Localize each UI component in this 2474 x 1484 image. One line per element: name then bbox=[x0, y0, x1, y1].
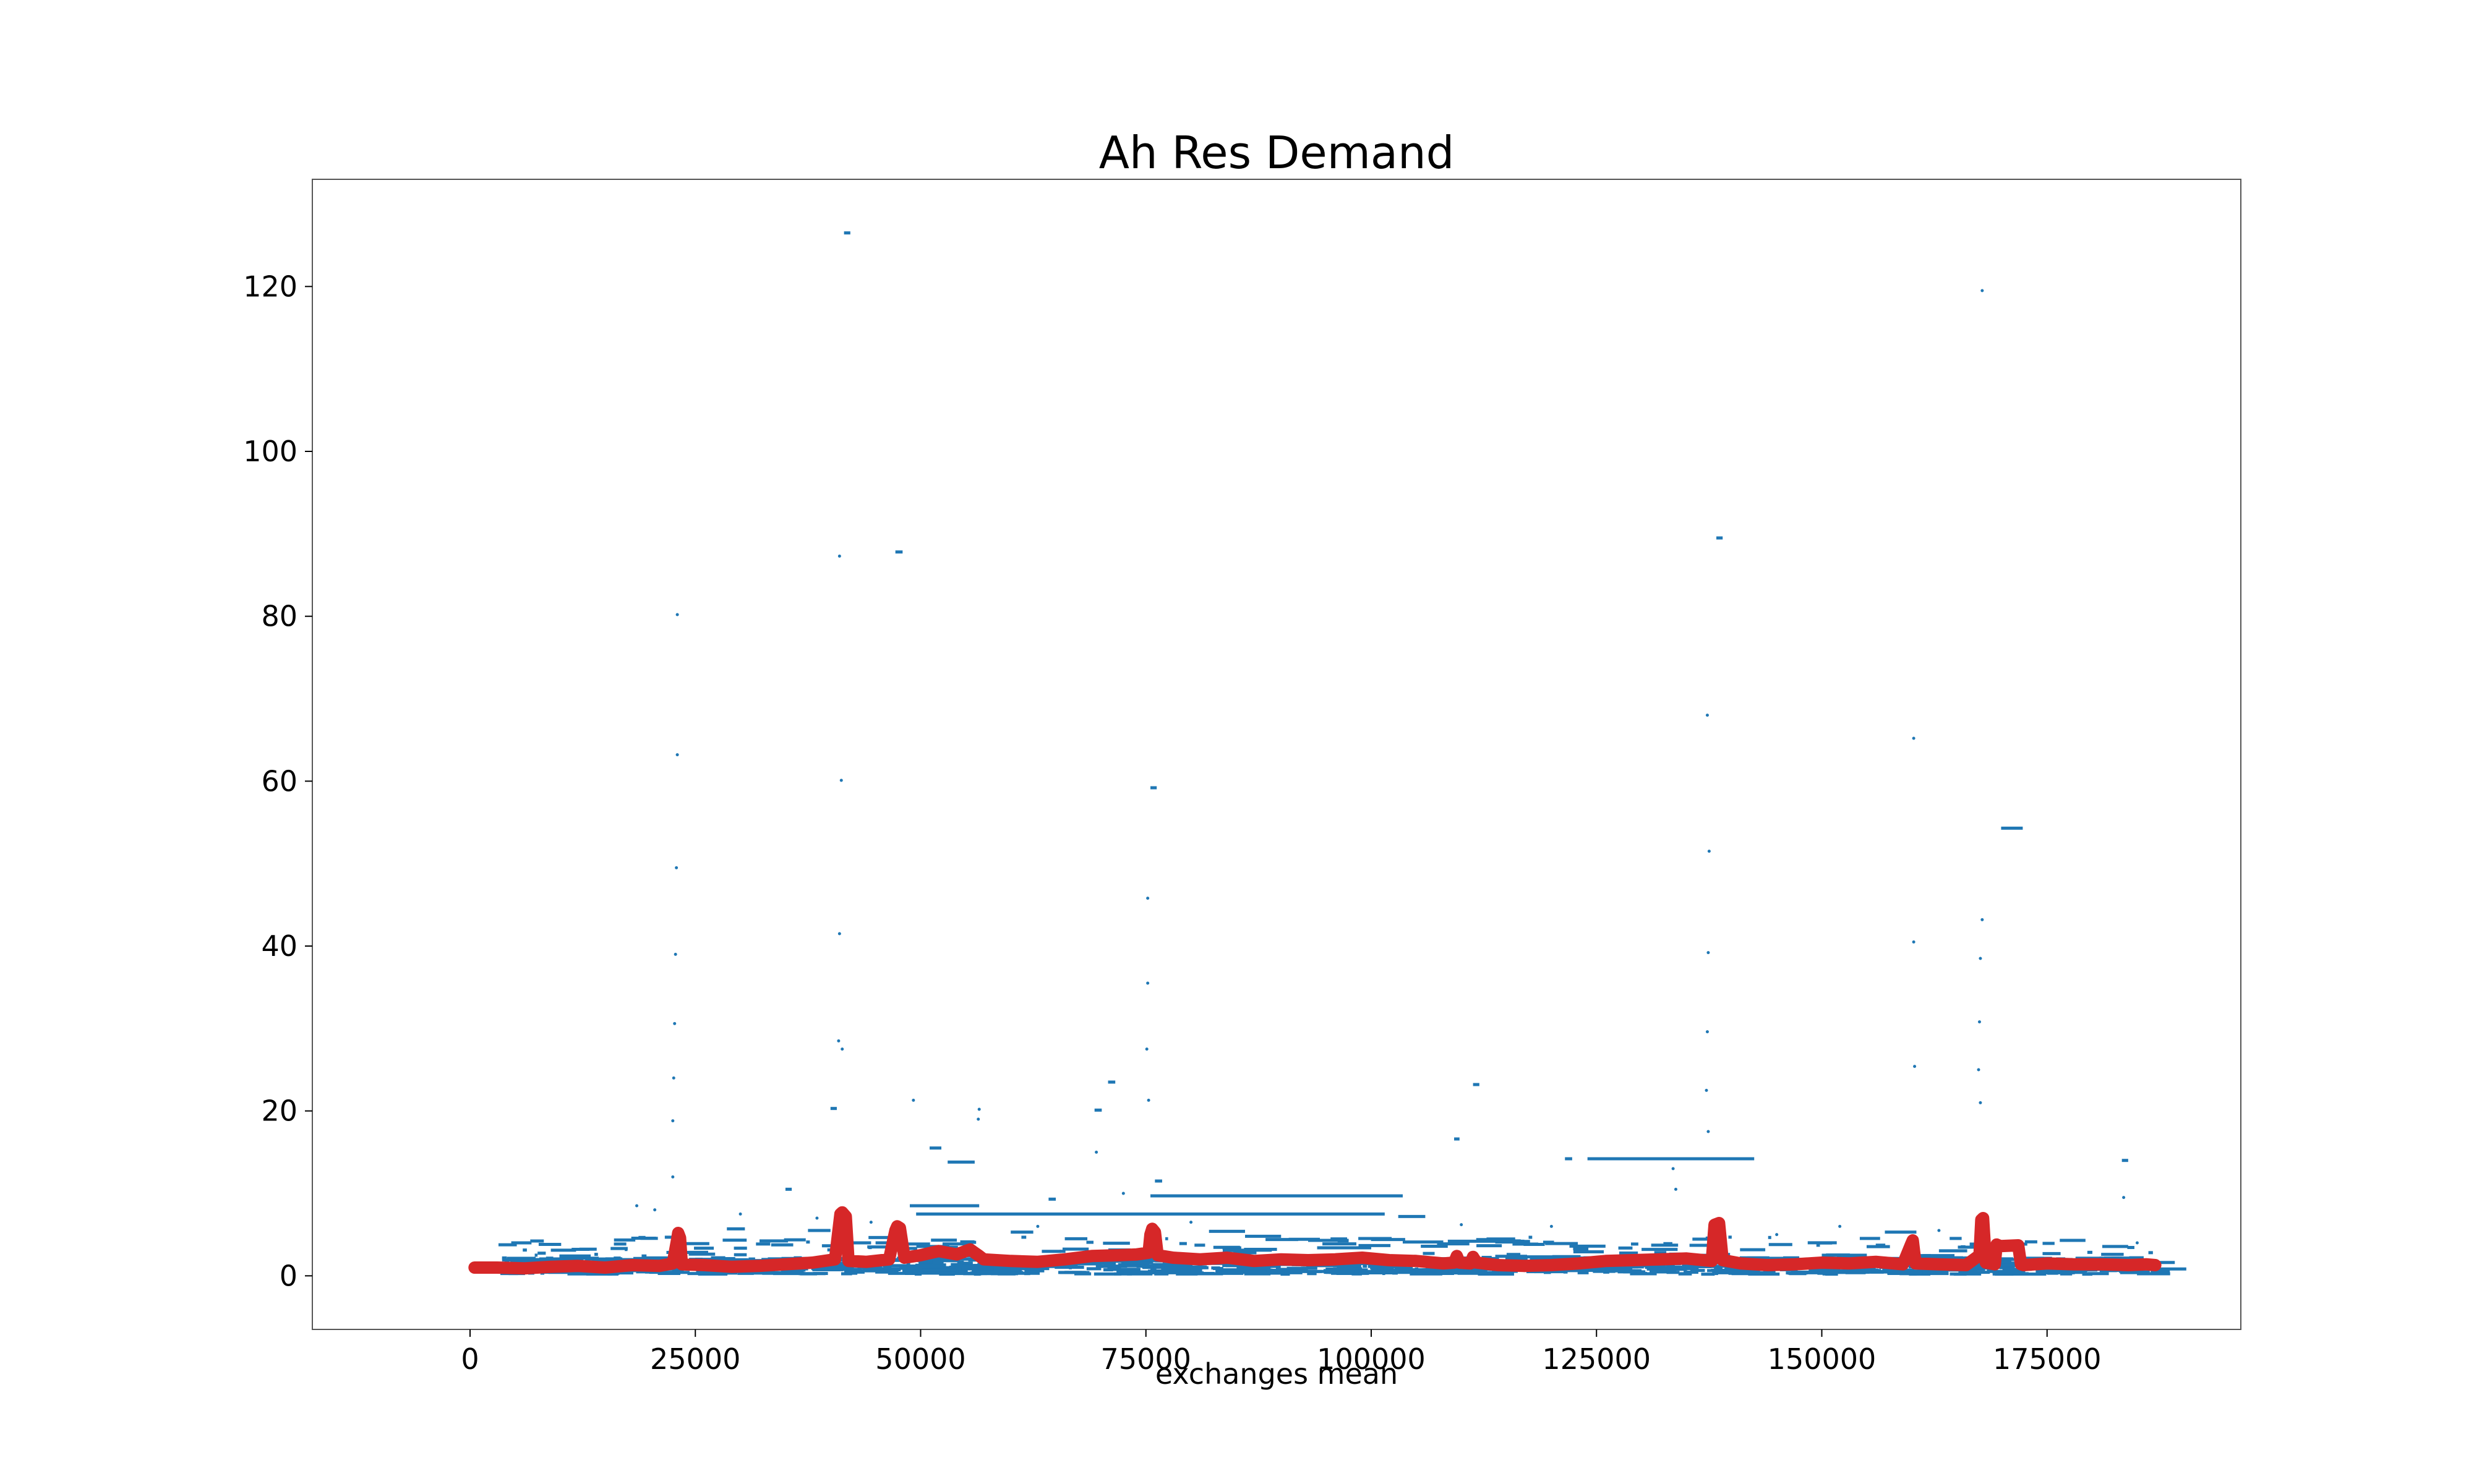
y-tick-label: 20 bbox=[261, 1094, 297, 1128]
scatter-point bbox=[1146, 981, 1150, 985]
rolling-mean-line bbox=[468, 1206, 2162, 1275]
scatter-point bbox=[839, 778, 843, 782]
scatter-point bbox=[1937, 1229, 1941, 1232]
scatter-point bbox=[1775, 1233, 1779, 1237]
scatter-point bbox=[1912, 940, 1915, 944]
x-tick-label: 0 bbox=[461, 1342, 479, 1376]
scatter-point bbox=[675, 753, 679, 757]
y-axis: 0 20 40 60 80 100 120 bbox=[243, 270, 312, 1292]
scatter-point bbox=[2135, 1241, 2139, 1245]
scatter-point bbox=[675, 613, 679, 616]
scatter-point bbox=[671, 1119, 675, 1123]
x-tick-label: 50000 bbox=[875, 1342, 965, 1376]
scatter-point bbox=[673, 1021, 677, 1025]
scatter-point bbox=[1707, 850, 1711, 853]
scatter-point bbox=[1189, 1221, 1193, 1224]
scatter-point bbox=[1838, 1224, 1842, 1228]
scatter-point bbox=[1036, 1224, 1040, 1228]
scatter-point bbox=[2122, 1196, 2126, 1200]
y-tick-label: 80 bbox=[261, 600, 297, 633]
scatter-point bbox=[1977, 1068, 1980, 1072]
scatter-point bbox=[1705, 1030, 1709, 1034]
scatter-point bbox=[1147, 1098, 1150, 1102]
scatter-point bbox=[1706, 951, 1710, 955]
scatter-point bbox=[815, 1216, 819, 1220]
scatter-point bbox=[1095, 1150, 1098, 1154]
scatter-point bbox=[912, 1098, 915, 1102]
y-tick-label: 60 bbox=[261, 764, 297, 798]
scatter-point bbox=[1980, 918, 1984, 921]
scatter-point bbox=[841, 1047, 844, 1051]
scatter-point bbox=[738, 1212, 742, 1216]
scatter-point bbox=[653, 1208, 657, 1212]
scatter-point bbox=[675, 866, 678, 869]
scatter-point bbox=[1674, 1187, 1677, 1191]
x-tick-label: 150000 bbox=[1768, 1342, 1877, 1376]
y-tick-label: 40 bbox=[261, 929, 297, 963]
scatter-point bbox=[1977, 1020, 1981, 1024]
scatter-point bbox=[1146, 897, 1150, 900]
scatter-point bbox=[977, 1117, 980, 1121]
scatter-point bbox=[1121, 1192, 1125, 1195]
x-tick-label: 75000 bbox=[1101, 1342, 1191, 1376]
scatter-point bbox=[671, 1175, 675, 1179]
x-tick-label: 175000 bbox=[1993, 1342, 2102, 1376]
scatter-point bbox=[1705, 1088, 1708, 1092]
scatter-point bbox=[1912, 736, 1915, 740]
y-tick-label: 0 bbox=[280, 1259, 297, 1292]
scatter-point bbox=[1980, 289, 1984, 292]
scatter-point bbox=[635, 1204, 639, 1208]
x-axis: 0 25000 50000 75000 100000 125000 150000 175000 bbox=[461, 1329, 2102, 1376]
x-axis-label: exchanges mean bbox=[1155, 1357, 1398, 1391]
scatter-point bbox=[1705, 714, 1709, 717]
x-tick-label: 25000 bbox=[650, 1342, 740, 1376]
scatter-point bbox=[1460, 1223, 1463, 1227]
scatter-point bbox=[1671, 1167, 1675, 1171]
scatter-point bbox=[1979, 1101, 1982, 1104]
scatter-point bbox=[837, 1039, 841, 1043]
x-tick-label: 125000 bbox=[1542, 1342, 1651, 1376]
scatter-point bbox=[1145, 1047, 1149, 1051]
y-tick-label: 120 bbox=[243, 270, 297, 303]
scatter-point bbox=[672, 1076, 675, 1080]
y-tick-label: 100 bbox=[243, 435, 297, 468]
scatter-point bbox=[1913, 1065, 1917, 1068]
scatter-point bbox=[674, 952, 677, 956]
scatter-point bbox=[1549, 1224, 1553, 1228]
plot-frame bbox=[312, 179, 2241, 1330]
plot-area bbox=[468, 231, 2186, 1276]
scatter-point bbox=[1706, 1130, 1710, 1133]
scatter-series bbox=[635, 231, 2139, 1260]
scatter-point bbox=[837, 932, 841, 936]
x-tick-label: 100000 bbox=[1317, 1342, 1426, 1376]
scatter-point bbox=[1979, 957, 1982, 960]
scatter-point bbox=[869, 1221, 873, 1224]
scatter-point bbox=[837, 554, 841, 558]
chart-title: Ah Res Demand bbox=[1099, 127, 1455, 179]
scatter-point bbox=[977, 1107, 981, 1111]
